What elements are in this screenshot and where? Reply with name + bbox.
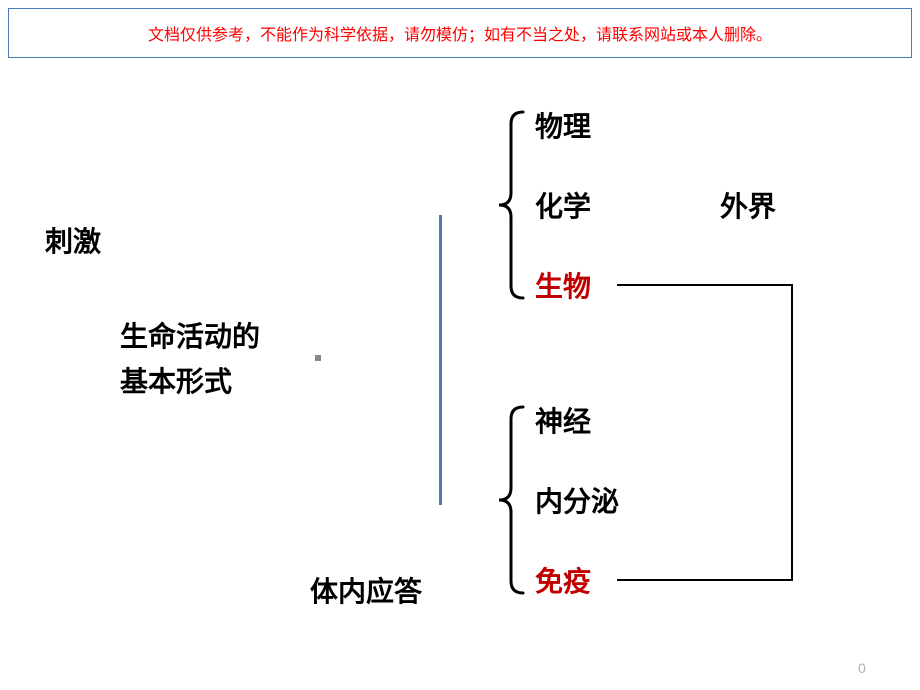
node-life-line1: 生命活动的 [120,315,260,355]
center-dot [315,355,321,361]
node-response: 体内应答 [310,570,422,610]
center-divider [439,215,442,505]
node-chemistry: 化学 [535,185,591,225]
disclaimer-banner: 文档仅供参考，不能作为科学依据，请勿模仿；如有不当之处，请联系网站或本人删除。 [8,8,912,58]
node-immune: 免疫 [535,560,591,600]
page-number: 0 [858,660,866,676]
node-external: 外界 [720,185,776,225]
brace-bottom [495,405,527,595]
node-life-line2: 基本形式 [120,360,232,400]
connector-bracket [615,283,794,582]
brace-top [495,110,527,300]
node-biology: 生物 [535,265,591,305]
node-physics: 物理 [535,105,591,145]
node-stimulus: 刺激 [45,220,101,260]
disclaimer-text: 文档仅供参考，不能作为科学依据，请勿模仿；如有不当之处，请联系网站或本人删除。 [148,27,772,44]
node-nerve: 神经 [535,400,591,440]
node-endocrine: 内分泌 [535,480,619,520]
